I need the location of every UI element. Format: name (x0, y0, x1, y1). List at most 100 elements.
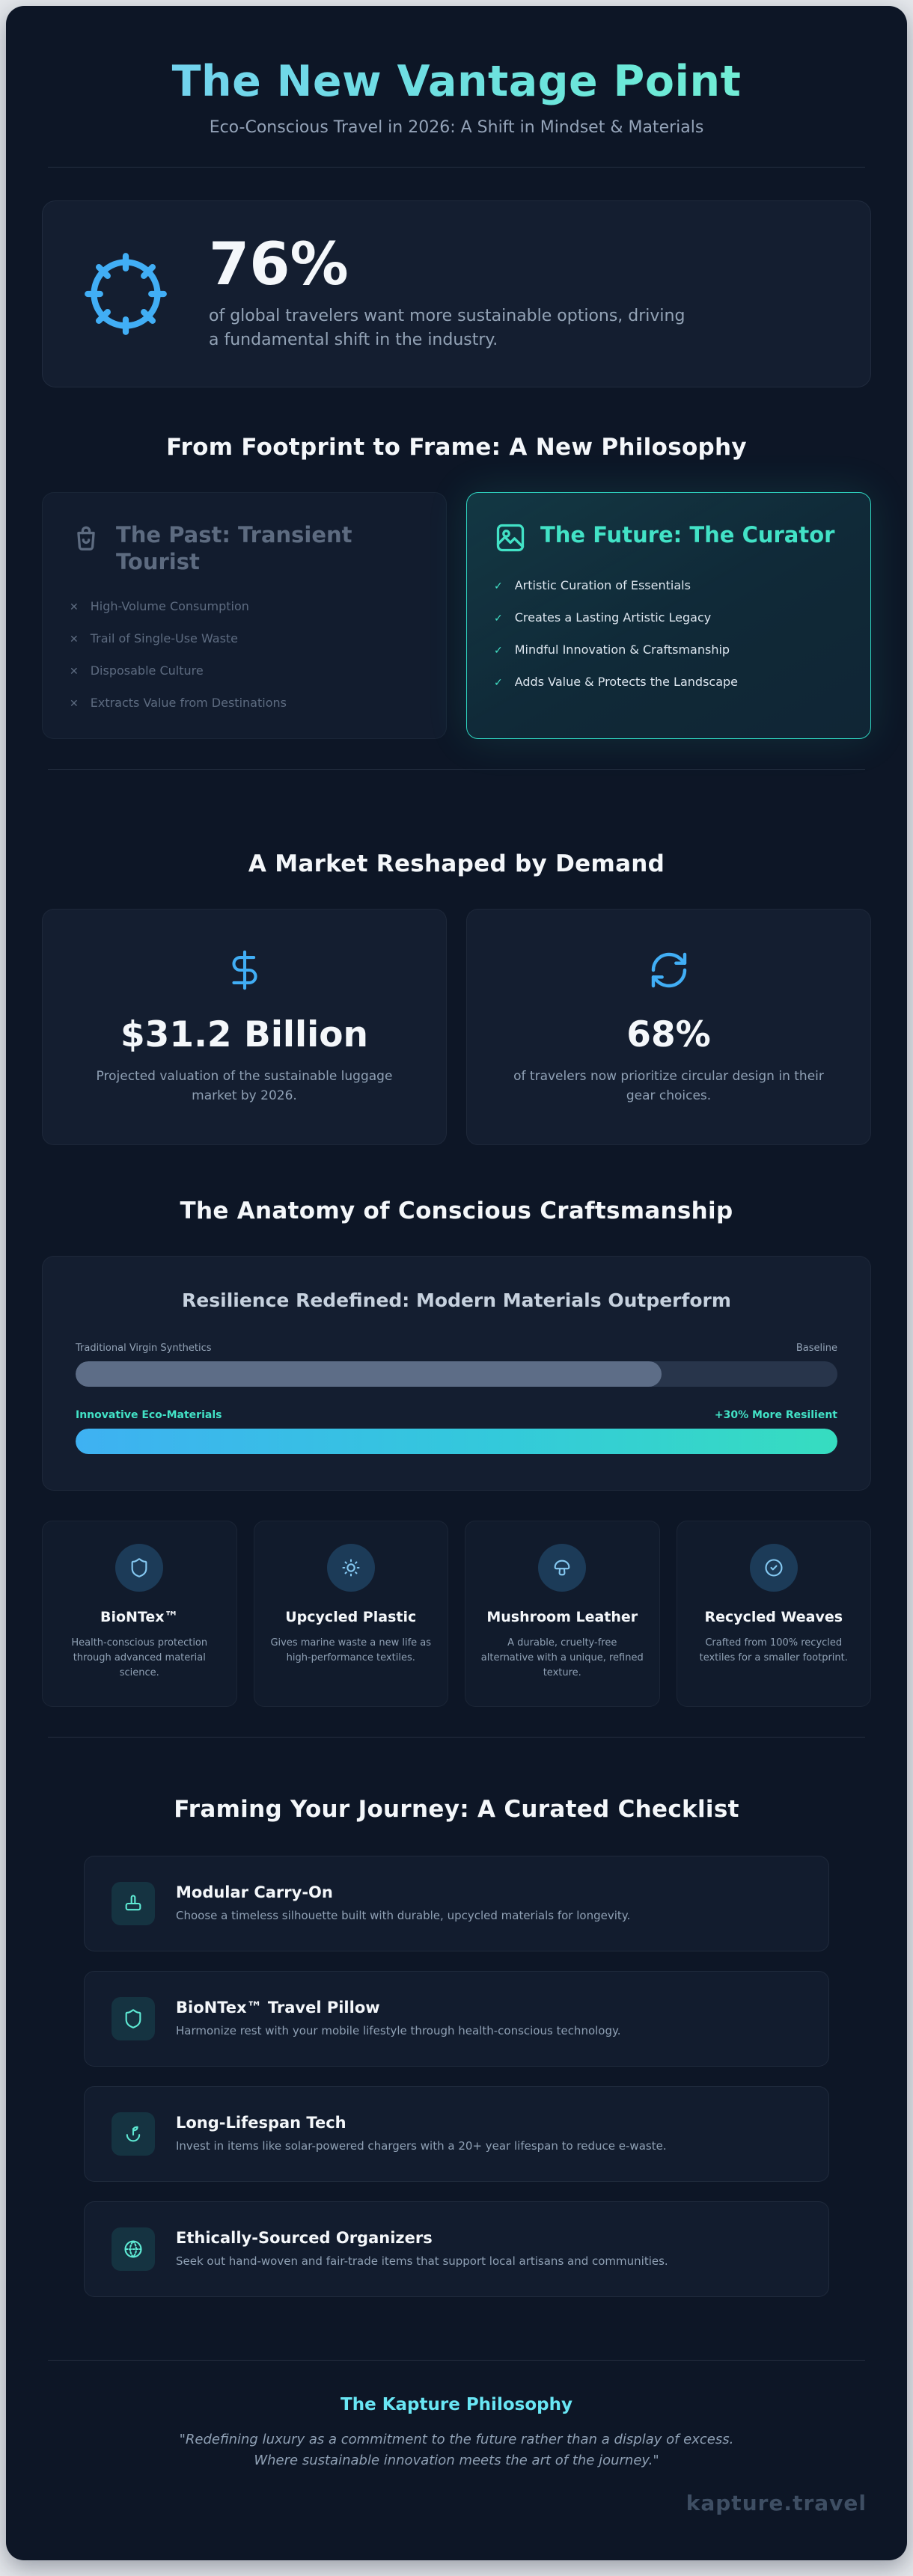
material-description: Gives marine waste a new life as high-pe… (270, 1637, 432, 1664)
market-stat-card: 68% of travelers now prioritize circular… (466, 909, 871, 1146)
future-card-header: The Future: The Curator (494, 521, 843, 554)
hero-stat-card: 76% of global travelers want more sustai… (42, 200, 871, 387)
material-card: BioNTex™ Health-conscious protection thr… (42, 1521, 237, 1708)
hero-stat-value: 76% (209, 231, 349, 298)
past-card-header: The Past: Transient Tourist (70, 521, 419, 576)
checklist-item-description: Choose a timeless silhouette built with … (176, 1909, 631, 1923)
checklist-item-description: Harmonize rest with your mobile lifestyl… (176, 2024, 621, 2038)
shield-icon (112, 1997, 155, 2041)
stat-description: Projected valuation of the sustainable l… (96, 1069, 393, 1103)
market-heading: A Market Reshaped by Demand (248, 850, 665, 878)
material-name: Recycled Weaves (704, 1609, 843, 1626)
header-divider (48, 167, 865, 168)
checklist-item: Long-Lifespan Tech Invest in items like … (84, 2086, 829, 2183)
past-item-list: ✕ High-Volume Consumption ✕ Trail of Singl… (70, 599, 419, 710)
page-title: The New Vantage Point (42, 57, 871, 106)
list-item-label: Artistic Curation of Essentials (514, 577, 691, 592)
list-item: ✕ High-Volume Consumption (70, 599, 419, 613)
material-card: Mushroom Leather A durable, cruelty-free… (465, 1521, 660, 1708)
dollar-icon (73, 945, 416, 995)
baseline-bar-fill (76, 1361, 662, 1387)
materials-grid: BioNTex™ Health-conscious protection thr… (42, 1521, 871, 1708)
bar-label-row: Traditional Virgin Synthetics Baseline (76, 1343, 837, 1354)
x-marker-icon: ✕ (70, 634, 79, 646)
checklist-item-title: BioNTex™ Travel Pillow (176, 1999, 380, 2017)
philosophy-heading: From Footprint to Frame: A New Philosoph… (166, 433, 747, 461)
bar-track (76, 1429, 837, 1455)
footer-divider (48, 2360, 865, 2361)
list-item-label: Adds Value & Protects the Landscape (514, 674, 739, 689)
list-item-label: Trail of Single-Use Waste (90, 631, 239, 646)
bar-category-label: Innovative Eco-Materials (76, 1409, 222, 1422)
check-marker-icon: ✓ (494, 644, 503, 657)
compass-ring-icon (82, 250, 170, 338)
checklist: Modular Carry-On Choose a timeless silho… (42, 1856, 871, 2298)
checklist-item: BioNTex™ Travel Pillow Harmonize rest wi… (84, 1971, 829, 2067)
craftsmanship-heading: The Anatomy of Conscious Craftsmanship (180, 1197, 733, 1225)
material-name: Mushroom Leather (486, 1609, 638, 1626)
hero-stat-body: 76% of global travelers want more sustai… (209, 236, 688, 352)
future-card-title: The Future: The Curator (540, 521, 835, 548)
bar-value-label: +30% More Resilient (714, 1409, 837, 1422)
checklist-item-title: Long-Lifespan Tech (176, 2114, 346, 2132)
material-name: BioNTex™ (100, 1609, 179, 1626)
eco-bar-fill (76, 1429, 837, 1455)
material-card: Recycled Weaves Crafted from 100% recycl… (676, 1521, 871, 1708)
list-item-label: Extracts Value from Destinations (90, 696, 287, 711)
checklist-item: Modular Carry-On Choose a timeless silho… (84, 1856, 829, 1952)
bar-label-row: Innovative Eco-Materials +30% More Resil… (76, 1409, 837, 1421)
checklist-item-body: Long-Lifespan Tech Invest in items like … (176, 2114, 667, 2155)
checklist-item-body: BioNTex™ Travel Pillow Harmonize rest wi… (176, 1999, 621, 2040)
checklist-item-description: Seek out hand-woven and fair-trade items… (176, 2254, 668, 2269)
bar-value-label: Baseline (796, 1343, 837, 1355)
sprout-hand-icon (112, 2112, 155, 2156)
shield-icon (115, 1544, 164, 1592)
x-marker-icon: ✕ (70, 666, 79, 678)
infographic-container: The New Vantage Point Eco-Conscious Trav… (6, 6, 907, 2561)
stat-value: $31.2 Billion (120, 1014, 369, 1056)
resilience-chart-card: Resilience Redefined: Modern Materials O… (42, 1256, 871, 1491)
material-description: Crafted from 100% recycled textiles for … (699, 1637, 848, 1664)
luggage-icon (112, 1882, 155, 1926)
sun-icon (326, 1544, 375, 1592)
brand-watermark: kapture.travel (685, 2491, 867, 2516)
material-description: A durable, cruelty-free alternative with… (480, 1637, 644, 1679)
list-item-label: Creates a Lasting Artistic Legacy (514, 610, 712, 625)
list-item: ✓ Mindful Innovation & Craftsmanship (494, 643, 843, 657)
check-marker-icon: ✓ (494, 580, 503, 592)
checklist-heading: Framing Your Journey: A Curated Checklis… (174, 1796, 739, 1824)
market-stat-card: $31.2 Billion Projected valuation of the… (42, 909, 447, 1146)
picture-frame-icon (494, 521, 527, 554)
page-subtitle: Eco-Conscious Travel in 2026: A Shift in… (209, 118, 704, 137)
market-columns: $31.2 Billion Projected valuation of the… (42, 909, 871, 1146)
list-item: ✓ Creates a Lasting Artistic Legacy (494, 610, 843, 625)
checklist-item-description: Invest in items like solar-powered charg… (176, 2139, 667, 2153)
stat-value: 68% (626, 1014, 711, 1056)
philosophy-columns: The Past: Transient Tourist ✕ High-Volume… (42, 491, 871, 740)
list-item: ✓ Adds Value & Protects the Landscape (494, 675, 843, 689)
footer-quote: "Redefining luxury as a commitment to th… (179, 2432, 734, 2469)
stat-description: of travelers now prioritize circular des… (513, 1069, 824, 1103)
future-item-list: ✓ Artistic Curation of Essentials ✓ Create… (494, 578, 843, 689)
section-divider (48, 1737, 865, 1738)
check-circle-icon (749, 1544, 798, 1592)
bar-track (76, 1361, 837, 1387)
travel-bag-icon (70, 521, 103, 554)
section-divider (48, 769, 865, 770)
past-card: The Past: Transient Tourist ✕ High-Volume… (42, 491, 447, 740)
chart-bar-group: Traditional Virgin Synthetics Baseline (76, 1343, 837, 1387)
check-marker-icon: ✓ (494, 676, 503, 689)
list-item: ✓ Artistic Curation of Essentials (494, 578, 843, 592)
material-description: Health-conscious protection through adva… (71, 1637, 208, 1679)
globe-icon (112, 2227, 155, 2272)
chart-title: Resilience Redefined: Modern Materials O… (182, 1289, 731, 1312)
bar-category-label: Traditional Virgin Synthetics (76, 1343, 212, 1355)
past-card-title: The Past: Transient Tourist (116, 521, 352, 575)
hero-stat-description: of global travelers want more sustainabl… (209, 307, 685, 349)
material-card: Upcycled Plastic Gives marine waste a ne… (253, 1521, 448, 1708)
future-card: The Future: The Curator ✓ Artistic Curati… (466, 491, 871, 740)
chart-bar-group: Innovative Eco-Materials +30% More Resil… (76, 1409, 837, 1455)
checklist-item-body: Ethically-Sourced Organizers Seek out ha… (176, 2229, 668, 2270)
checklist-item-title: Ethically-Sourced Organizers (176, 2229, 433, 2248)
